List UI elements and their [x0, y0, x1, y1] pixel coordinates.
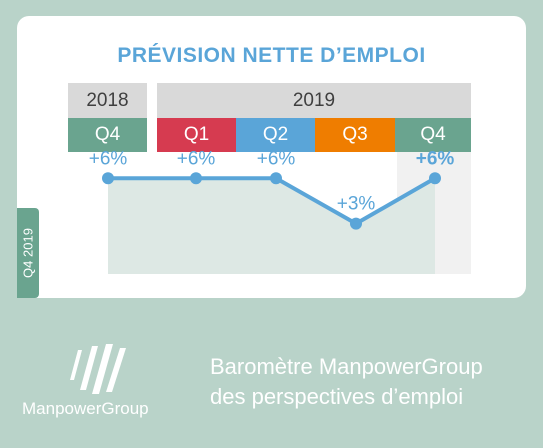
quarter-2019-q1: Q1 [157, 118, 236, 152]
brand-name: ManpowerGroup [22, 399, 149, 418]
data-label-5: +6% [416, 148, 455, 169]
data-label-2: +6% [177, 148, 216, 169]
chart-card: PRÉVISION NETTE D’EMPLOI 2018 2019 Q4 Q1… [17, 16, 526, 298]
year-header-2019: 2019 [157, 83, 471, 118]
chart-title: PRÉVISION NETTE D’EMPLOI [117, 44, 426, 67]
data-point-2 [190, 172, 202, 185]
quarter-2018-q4: Q4 [68, 118, 147, 152]
tagline-line-1: Baromètre ManpowerGroup [210, 354, 483, 379]
quarter-2019-q2: Q2 [236, 118, 315, 152]
area-fill [108, 178, 435, 274]
period-label: Q4 2019 [20, 228, 36, 278]
period-tab: Q4 2019 [17, 208, 39, 298]
tagline-line-2: des perspectives d’emploi [210, 384, 464, 409]
manpower-logo-icon [70, 344, 126, 394]
quarter-2019-q4: Q4 [395, 118, 471, 152]
data-point-3 [270, 172, 282, 185]
data-label-1: +6% [89, 148, 128, 169]
data-label-3: +6% [257, 148, 296, 169]
line-chart: +6% +6% +6% +3% +6% [89, 148, 455, 274]
data-point-1 [102, 172, 114, 185]
data-label-4: +3% [337, 194, 376, 215]
quarter-2019-q3: Q3 [315, 118, 395, 152]
data-point-4 [350, 217, 362, 230]
tagline: Baromètre ManpowerGroup des perspectives… [210, 352, 483, 412]
year-header-2018: 2018 [68, 83, 147, 118]
data-point-5 [429, 172, 441, 185]
